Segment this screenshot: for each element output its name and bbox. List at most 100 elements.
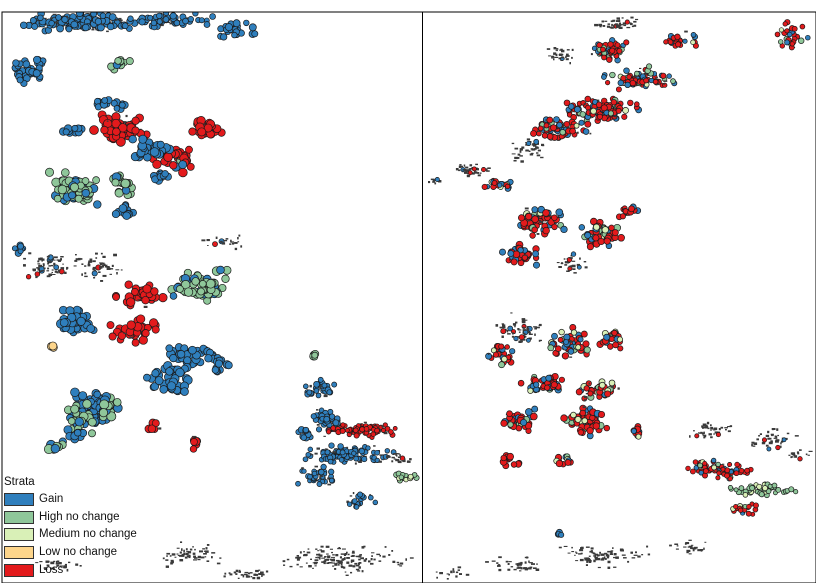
- sample-plot: [319, 549, 322, 551]
- sample-plot: [363, 426, 370, 432]
- sample-plot: [397, 563, 400, 566]
- sample-plot: [53, 256, 58, 259]
- sample-plot: [560, 48, 563, 51]
- sample-plot: [573, 106, 581, 113]
- sample-plot: [105, 264, 108, 266]
- sample-plot: [507, 333, 511, 335]
- sample-plot: [606, 56, 613, 63]
- sample-plot: [551, 214, 558, 221]
- sample-plot: [113, 105, 121, 112]
- sample-plot: [578, 553, 582, 555]
- sample-plot: [555, 345, 562, 352]
- sample-plot: [618, 19, 621, 22]
- sample-plot: [48, 265, 51, 267]
- sample-plot: [108, 13, 117, 21]
- sample-plot: [204, 556, 207, 558]
- sample-plot: [176, 547, 180, 549]
- sample-plot: [564, 264, 568, 266]
- sample-plot: [690, 547, 694, 550]
- sample-plot: [79, 565, 82, 567]
- sample-plot: [558, 266, 562, 268]
- sample-plot: [729, 425, 733, 428]
- sample-plot: [639, 67, 642, 69]
- sample-plot: [452, 568, 455, 571]
- sample-plot: [327, 483, 332, 486]
- sample-plot: [594, 23, 599, 27]
- sample-plot: [598, 558, 600, 561]
- sample-plot: [570, 251, 577, 257]
- sample-plot: [518, 334, 525, 341]
- sample-plot: [327, 555, 331, 559]
- sample-plot: [569, 127, 576, 135]
- sample-plot: [771, 428, 776, 430]
- sample-plot: [312, 567, 314, 569]
- sample-plot: [36, 267, 39, 269]
- sample-plot: [399, 454, 401, 457]
- sample-plot: [163, 12, 170, 16]
- sample-plot: [614, 116, 618, 118]
- sample-plot: [315, 548, 318, 550]
- sample-plot: [525, 408, 533, 416]
- sample-plot: [485, 352, 493, 360]
- legend-label-high-no-change: High no change: [39, 510, 120, 523]
- sample-plot: [566, 270, 569, 272]
- sample-plot: [591, 551, 594, 554]
- sample-plot: [527, 331, 531, 333]
- sample-plot: [299, 551, 302, 554]
- sample-plot: [514, 147, 519, 150]
- sample-plot: [720, 426, 724, 429]
- sample-plot: [575, 344, 582, 351]
- sample-plot: [533, 261, 540, 269]
- sample-plot: [339, 556, 342, 559]
- legend-swatch-high-no-change: [4, 510, 34, 524]
- sample-plot: [519, 148, 523, 151]
- sample-plot: [75, 254, 77, 256]
- sample-plot: [528, 337, 532, 340]
- sample-plot: [319, 554, 323, 557]
- sample-plot: [558, 376, 566, 383]
- sample-plot: [66, 15, 68, 19]
- sample-plot: [502, 326, 506, 328]
- sample-plot: [342, 566, 346, 569]
- sample-plot: [346, 557, 350, 559]
- sample-plot: [98, 271, 101, 273]
- sample-plot: [593, 559, 596, 563]
- sample-plot: [62, 263, 64, 265]
- sample-plot: [255, 573, 259, 576]
- sample-plot: [323, 435, 326, 437]
- sample-plot: [302, 426, 310, 434]
- sample-plot: [56, 562, 60, 565]
- sample-plot: [797, 456, 803, 462]
- sample-plot: [586, 560, 589, 563]
- sample-plot: [495, 324, 499, 327]
- sample-plot: [524, 556, 529, 559]
- sample-plot: [579, 111, 586, 118]
- sample-plot: [519, 155, 523, 157]
- sample-plot: [465, 170, 468, 173]
- sample-plot: [498, 361, 506, 369]
- sample-plot: [98, 408, 109, 418]
- sample-plot: [558, 531, 565, 538]
- sample-plot: [397, 456, 402, 459]
- sample-plot: [562, 348, 564, 350]
- sample-plot: [363, 421, 367, 424]
- sample-plot: [331, 558, 335, 562]
- sample-plot: [244, 571, 249, 574]
- sample-plot: [37, 268, 41, 271]
- sample-plot: [391, 460, 394, 463]
- sample-plot: [141, 296, 150, 305]
- sample-plot: [256, 576, 261, 580]
- sample-plot: [203, 21, 211, 28]
- sample-plot: [624, 19, 630, 25]
- sample-plot: [63, 566, 67, 569]
- sample-plot: [371, 555, 373, 557]
- sample-plot: [35, 275, 38, 279]
- sample-plot: [700, 549, 703, 552]
- sample-plot: [535, 568, 540, 571]
- sample-plot: [330, 558, 333, 561]
- sample-plot: [169, 23, 173, 25]
- sample-plot: [333, 558, 335, 560]
- sample-plot: [160, 24, 164, 27]
- sample-plot: [299, 566, 303, 568]
- sample-plot: [337, 547, 341, 550]
